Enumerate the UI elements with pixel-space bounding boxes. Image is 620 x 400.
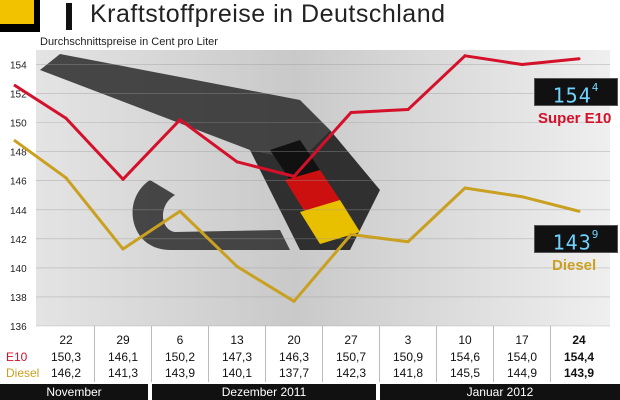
data-label-e10: 154,0 [506, 350, 538, 364]
data-label-diesel: 146,2 [50, 366, 82, 380]
data-label-diesel: 143,9 [164, 366, 196, 380]
data-point-diesel [349, 232, 353, 236]
data-point-e10 [292, 174, 296, 178]
diesel-price-display: 1439 [534, 225, 618, 255]
x-tick-label: 17 [515, 333, 529, 347]
data-point-diesel [463, 186, 467, 190]
data-point-diesel [235, 264, 239, 268]
y-tick-label: 136 [10, 322, 27, 333]
column-separator [550, 326, 551, 382]
data-label-e10: 154,4 [563, 350, 595, 364]
data-label-diesel: 140,1 [221, 366, 253, 380]
column-separator [493, 326, 494, 382]
column-separator [436, 326, 437, 382]
diesel-price-fraction: 9 [591, 228, 600, 241]
data-label-e10: 154,6 [449, 350, 481, 364]
column-separator [322, 326, 323, 382]
column-separator [151, 326, 152, 382]
data-point-diesel [178, 209, 182, 213]
x-tick-label: 6 [176, 333, 184, 347]
data-point-e10 [463, 54, 467, 58]
header: Kraftstoffpreise in Deutschland [0, 0, 620, 32]
chart-subtitle: Durchschnittspreise in Cent pro Liter [40, 36, 218, 48]
flag-stripe-gold [300, 200, 360, 244]
y-tick-label: 148 [10, 148, 27, 159]
logo-mark [0, 0, 34, 24]
y-tick-label: 138 [10, 293, 27, 304]
title-accent-bar [66, 3, 72, 30]
data-label-diesel: 142,3 [335, 366, 367, 380]
data-point-diesel [64, 176, 68, 180]
series-label-diesel: Diesel [552, 257, 597, 274]
flag-stripe-black [270, 140, 320, 180]
data-point-diesel [520, 195, 524, 199]
logo [0, 0, 40, 32]
x-tick-label: 24 [572, 333, 586, 347]
x-tick-label: 10 [458, 333, 472, 347]
month-januar: Januar 2012 [380, 384, 620, 400]
x-tick-label: 27 [344, 333, 358, 347]
x-tick-label: 29 [116, 333, 130, 347]
data-point-e10 [349, 110, 353, 114]
diesel-price-main: 143 [552, 230, 592, 255]
fuel-nozzle-trigger [132, 180, 290, 250]
y-tick-label: 146 [10, 177, 27, 188]
data-label-e10: 147,3 [221, 350, 253, 364]
data-point-e10 [406, 108, 410, 112]
y-tick-label: 152 [10, 90, 27, 101]
y-tick-label: 140 [10, 264, 27, 275]
data-label-diesel: 141,3 [107, 366, 139, 380]
data-label-e10: 146,3 [278, 350, 310, 364]
column-separator [94, 326, 95, 382]
e10-price-display: 1544 [534, 78, 618, 108]
data-point-diesel [577, 209, 581, 213]
x-tick-label: 3 [404, 333, 412, 347]
data-point-diesel [406, 240, 410, 244]
y-tick-label: 144 [10, 206, 27, 217]
data-point-e10 [178, 118, 182, 122]
data-point-e10 [577, 57, 581, 61]
fuel-nozzle-barrel [40, 54, 330, 160]
y-tick-label: 154 [10, 61, 27, 72]
data-point-e10 [64, 116, 68, 120]
x-tick-label: 22 [59, 333, 73, 347]
y-tick-label: 142 [10, 235, 27, 246]
row-label-e10: E10 [6, 350, 28, 364]
data-label-e10: 150,7 [335, 350, 367, 364]
data-point-e10 [520, 63, 524, 67]
data-point-e10 [121, 177, 125, 181]
page-title: Kraftstoffpreise in Deutschland [90, 0, 446, 28]
e10-price-main: 154 [552, 83, 592, 108]
y-tick-label: 150 [10, 119, 27, 130]
data-label-e10: 150,9 [392, 350, 424, 364]
data-label-e10: 150,3 [50, 350, 82, 364]
data-point-diesel [292, 299, 296, 303]
data-label-diesel: 141,8 [392, 366, 424, 380]
month-dezember: Dezember 2011 [152, 384, 376, 400]
series-label-e10: Super E10 [538, 110, 612, 127]
data-point-e10 [235, 160, 239, 164]
month-november: November [0, 384, 148, 400]
x-tick-label: 20 [287, 333, 301, 347]
data-label-diesel: 144,9 [506, 366, 538, 380]
data-point-diesel [121, 247, 125, 251]
data-label-e10: 150,2 [164, 350, 196, 364]
column-separator [265, 326, 266, 382]
data-label-diesel: 145,5 [449, 366, 481, 380]
x-tick-label: 13 [230, 333, 244, 347]
data-label-diesel: 143,9 [563, 366, 595, 380]
column-separator [379, 326, 380, 382]
data-label-diesel: 137,7 [278, 366, 310, 380]
e10-price-fraction: 4 [591, 81, 600, 94]
column-separator [208, 326, 209, 382]
data-label-e10: 146,1 [107, 350, 139, 364]
row-label-diesel: Diesel [6, 366, 40, 380]
